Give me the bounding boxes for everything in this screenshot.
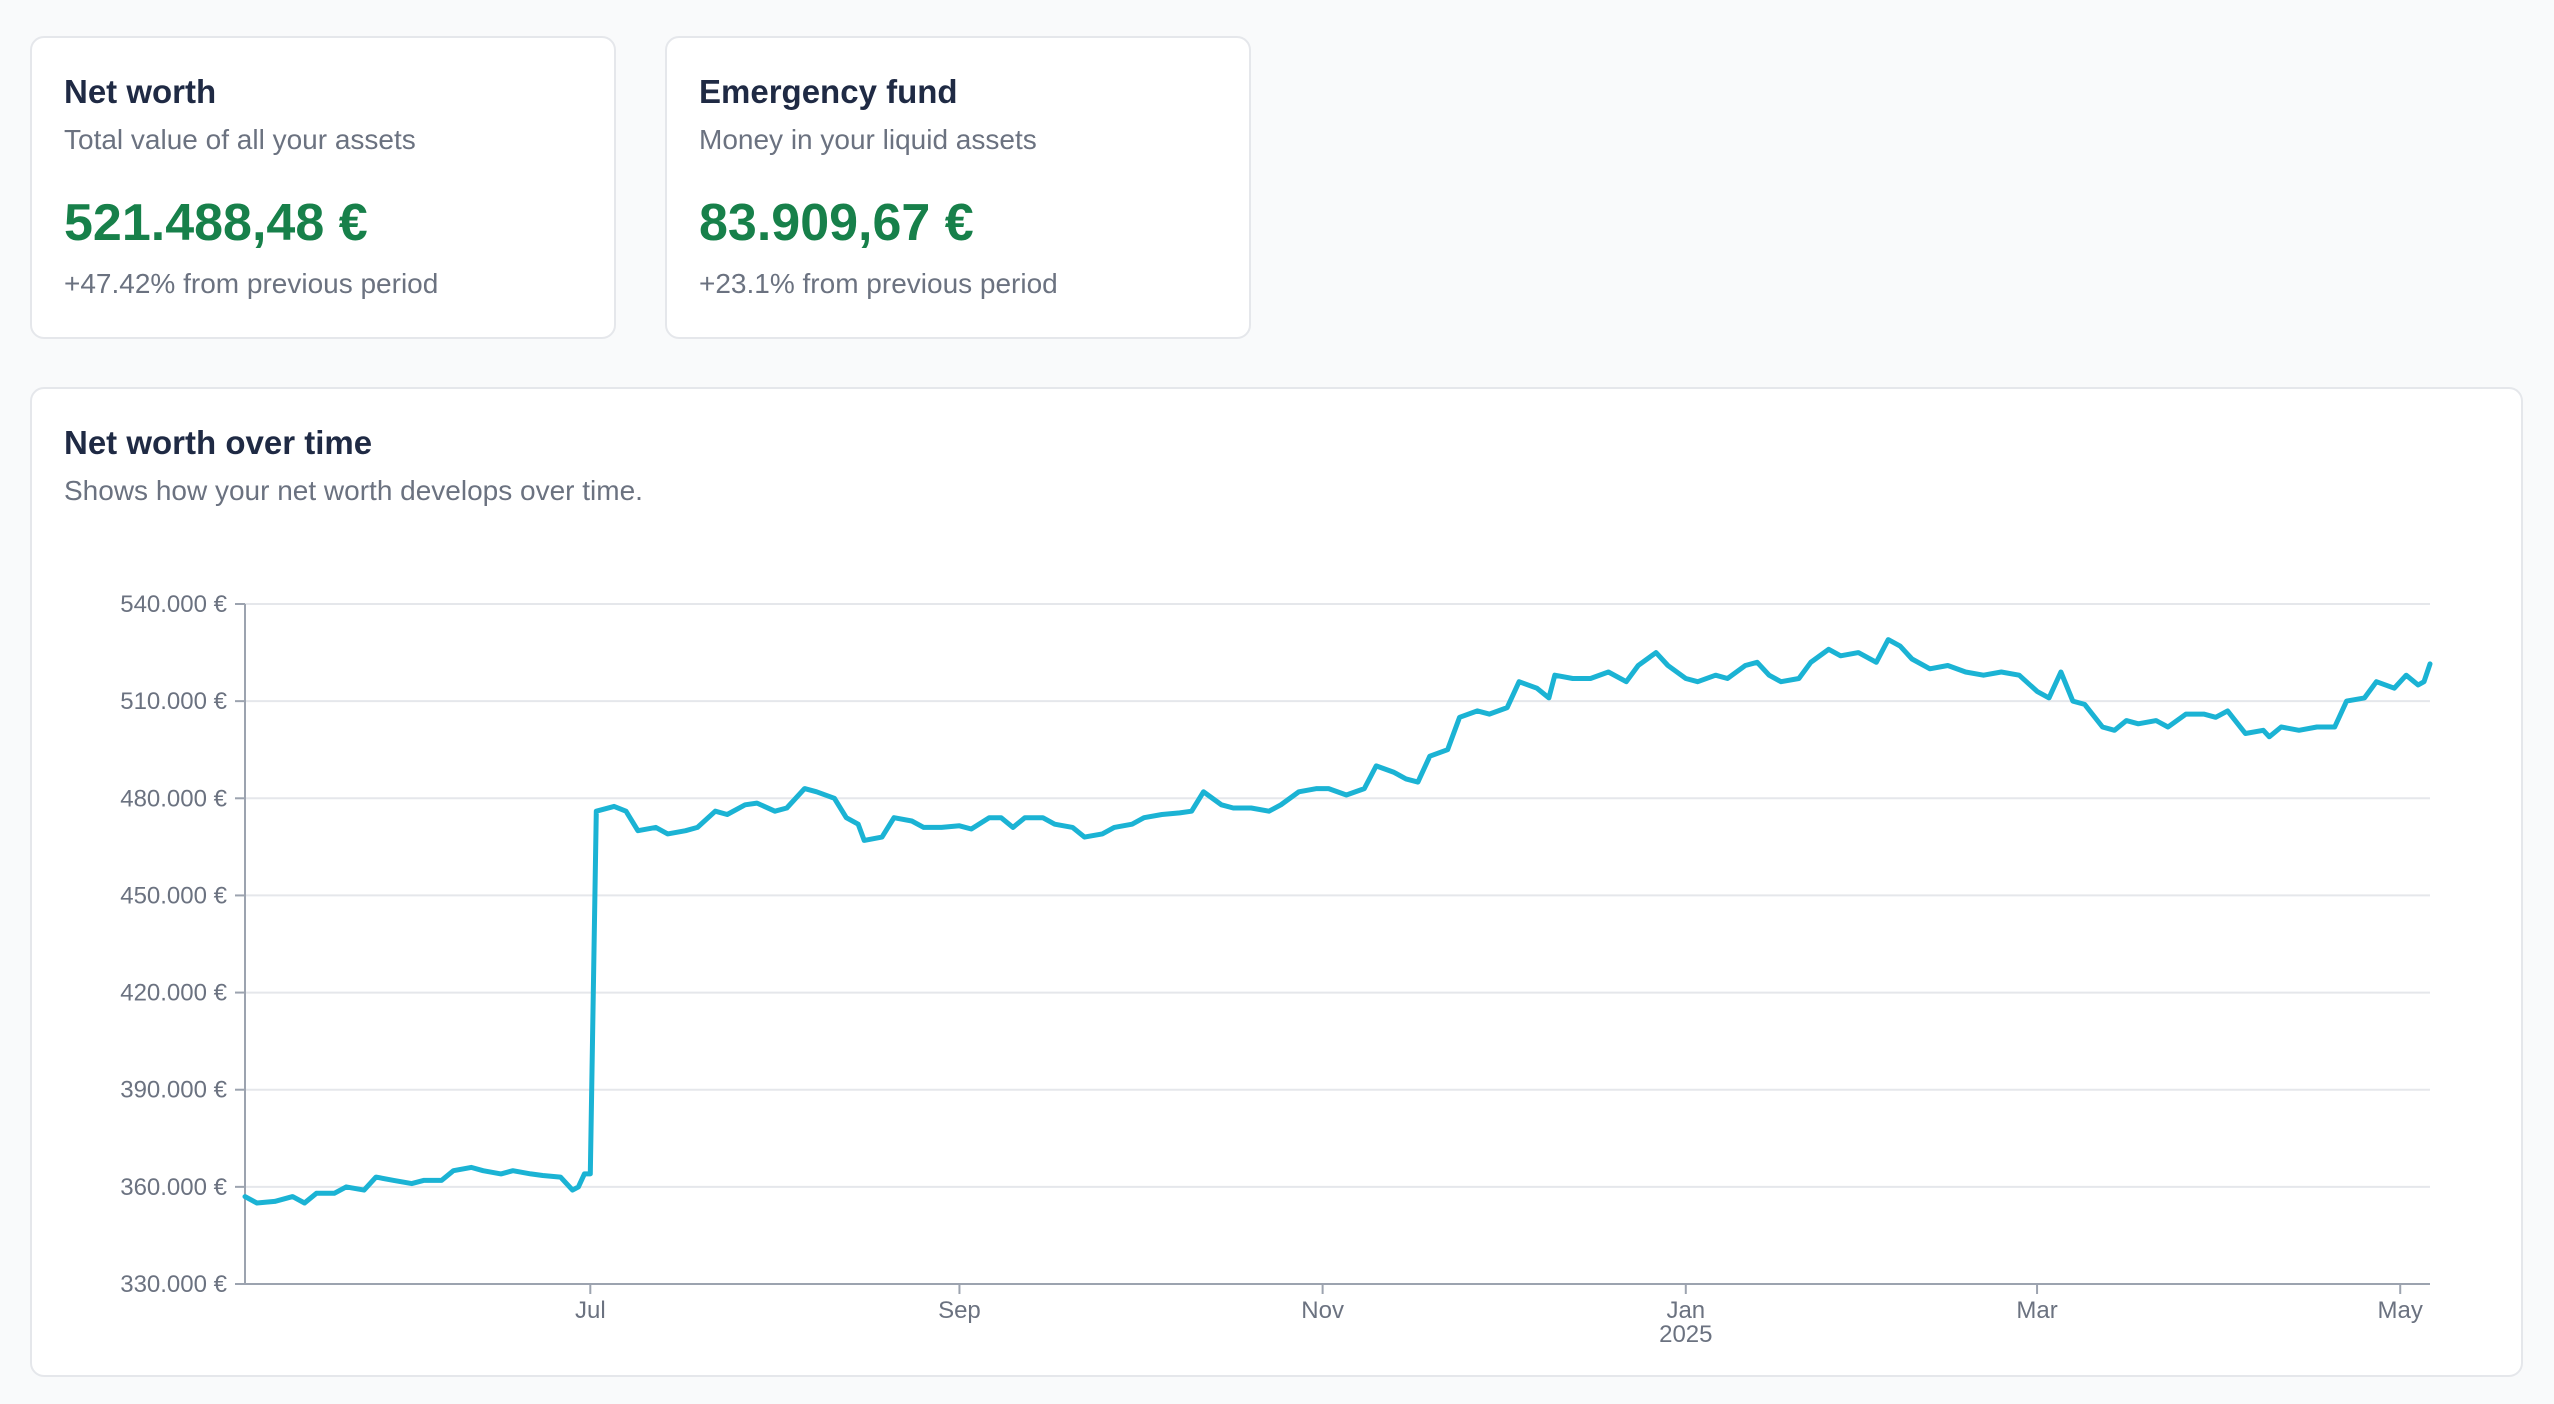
y-tick-label: 420.000 € xyxy=(120,980,227,1007)
net-worth-value: 521.488,48 € xyxy=(64,194,368,252)
net-worth-title: Net worth xyxy=(64,73,217,110)
emergency-fund-title: Emergency fund xyxy=(699,73,958,110)
y-tick-label: 510.000 € xyxy=(120,688,227,715)
emergency-fund-subtitle: Money in your liquid assets xyxy=(699,124,1037,155)
emergency-fund-card: Emergency fund Money in your liquid asse… xyxy=(665,36,1251,339)
net-worth-line-chart[interactable]: 330.000 € 360.000 € 390.000 € 420.000 € 450.… xyxy=(32,389,2521,1375)
x-tick-sublabel: 2025 xyxy=(1659,1321,1712,1348)
emergency-fund-value: 83.909,67 € xyxy=(699,194,974,252)
y-tick-label: 450.000 € xyxy=(120,882,227,909)
x-tick-label: Nov xyxy=(1301,1297,1344,1324)
y-tick-label: 330.000 € xyxy=(120,1271,227,1298)
emergency-fund-change: +23.1% from previous period xyxy=(699,268,1058,299)
x-tick-label: May xyxy=(2378,1297,2423,1324)
x-tick-label: Sep xyxy=(938,1297,981,1324)
x-tick-label: Jan xyxy=(1666,1297,1705,1324)
net-worth-subtitle: Total value of all your assets xyxy=(64,124,416,155)
y-tick-label: 390.000 € xyxy=(120,1077,227,1104)
net-worth-chart-card: Net worth over time Shows how your net w… xyxy=(30,387,2523,1377)
y-tick-label: 480.000 € xyxy=(120,785,227,812)
y-tick-label: 540.000 € xyxy=(120,591,227,618)
x-tick-label: Mar xyxy=(2016,1297,2057,1324)
chart-subtitle: Shows how your net worth develops over t… xyxy=(64,475,643,506)
net-worth-card: Net worth Total value of all your assets… xyxy=(30,36,616,339)
chart-title: Net worth over time xyxy=(64,424,373,461)
net-worth-change: +47.42% from previous period xyxy=(64,268,439,299)
net-worth-series-line xyxy=(242,637,2433,1206)
y-tick-label: 360.000 € xyxy=(120,1174,227,1201)
x-tick-label: Jul xyxy=(575,1297,606,1324)
